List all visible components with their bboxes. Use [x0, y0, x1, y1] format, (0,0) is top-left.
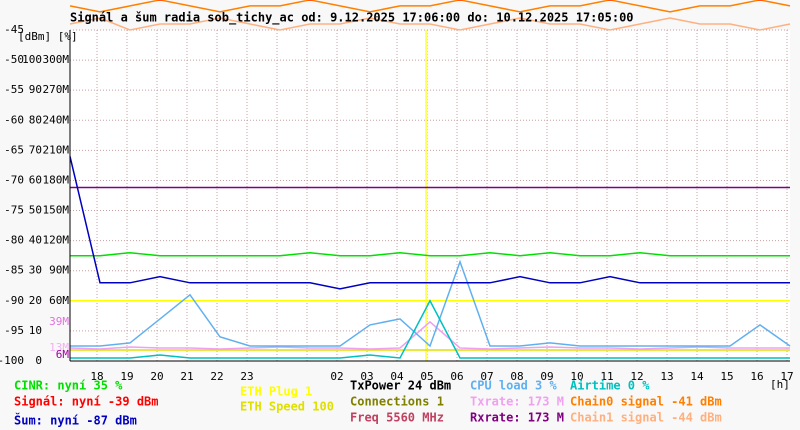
- y-tick-label: -65: [4, 143, 24, 156]
- x-tick-label: 22: [210, 370, 223, 383]
- y-tick-label: -80: [4, 234, 24, 247]
- x-tick-label: 13: [660, 370, 673, 383]
- series-line: [70, 299, 790, 359]
- mbit-tick-label: 60M: [49, 294, 69, 307]
- legend-entry: Chain1 signal -44 dBm: [570, 411, 722, 425]
- info-entry: Connections 1: [350, 395, 444, 409]
- x-tick-label: 21: [180, 370, 193, 383]
- x-tick-label: 14: [690, 370, 704, 383]
- x-tick-label: 15: [720, 370, 733, 383]
- x-tick-label: 07: [480, 370, 493, 383]
- series-line: [69, 320, 790, 350]
- y-unit-label: [dBm] [%]: [18, 30, 78, 43]
- y-tick-label: -75: [4, 204, 24, 217]
- pct-tick-label: 40: [29, 234, 42, 247]
- y-tick-label: -90: [4, 294, 24, 307]
- mbit-tick-label: 210M: [43, 143, 70, 156]
- mbit-tick-label: 120M: [43, 234, 70, 247]
- pct-tick-label: 80: [29, 113, 42, 126]
- series-line: [69, 17, 791, 31]
- pct-tick-label: 0: [35, 354, 42, 367]
- y-tick-label: -100: [0, 354, 24, 367]
- x-tick-label: 03: [360, 370, 373, 383]
- y-tick-label: -95: [4, 324, 24, 337]
- legend-entry: Šum: nyní -87 dBm: [14, 413, 137, 428]
- legend: Chain1 signal -44 dBm Chain0 signal -41 d…: [14, 379, 722, 428]
- x-unit-label: [h]: [770, 378, 790, 391]
- series-line: [69, 156, 790, 290]
- chart-title: Signál a šum radia sob_tichy_ac od: 9.12…: [70, 11, 634, 26]
- x-tick-label: 23: [240, 370, 253, 383]
- x-tick-label: 11: [600, 370, 613, 383]
- legend-entry: CINR: nyní 35 %: [14, 379, 123, 393]
- series-line: [70, 259, 791, 348]
- x-tick-label: 18: [90, 370, 103, 383]
- x-tick-label: 19: [120, 370, 133, 383]
- mbit-marker-label: 6M: [56, 348, 70, 361]
- legend-entry: ETH Plug 1: [240, 385, 312, 399]
- mbit-tick-label: 240M: [43, 113, 70, 126]
- legend-entry: Chain0 signal -41 dBm: [570, 395, 722, 409]
- legend-entry: CPU load 3 %: [470, 379, 557, 393]
- pct-tick-label: 50: [29, 204, 42, 217]
- x-tick-label: 05: [420, 370, 433, 383]
- x-tick-label: 17: [780, 370, 793, 383]
- pct-tick-label: 100: [22, 53, 42, 66]
- x-tick-label: 09: [540, 370, 553, 383]
- y-tick-label: -45: [4, 23, 24, 36]
- x-tick-label: 12: [630, 370, 643, 383]
- x-tick-label: 16: [750, 370, 763, 383]
- series-layer: [69, 0, 791, 359]
- y-tick-label: -70: [4, 173, 24, 186]
- pct-tick-label: 30: [29, 264, 42, 277]
- info-entry: Freq 5560 MHz: [350, 411, 444, 425]
- x-tick-label: 08: [510, 370, 523, 383]
- y-tick-label: -55: [4, 83, 24, 96]
- mbit-tick-label: 300M: [43, 53, 70, 66]
- plot-area: [70, 30, 790, 361]
- y-tick-label: -60: [4, 113, 24, 126]
- x-tick-label: 04: [390, 370, 404, 383]
- mbit-marker-label: 39M: [49, 315, 69, 328]
- series-line: [70, 251, 790, 257]
- pct-tick-label: 60: [29, 173, 42, 186]
- mbit-tick-label: 180M: [43, 173, 70, 186]
- legend-entry: Rxrate: 173 M: [470, 411, 564, 425]
- pct-tick-label: 90: [29, 83, 42, 96]
- mbit-tick-label: 270M: [43, 83, 70, 96]
- legend-entry: Signál: nyní -39 dBm: [14, 395, 159, 409]
- x-tick-label: 06: [450, 370, 463, 383]
- pct-tick-label: 10: [29, 324, 42, 337]
- legend-entry: Airtime 0 %: [570, 379, 650, 393]
- axes: -100 -95 -90 -85 -80 -75 -70 -65 -60 -55 -50 -45 0 10…: [0, 23, 794, 383]
- mbit-tick-label: 90M: [49, 264, 69, 277]
- pct-tick-label: 70: [29, 143, 42, 156]
- legend-entry: ETH Speed 100: [240, 400, 334, 414]
- mbit-tick-label: 150M: [43, 204, 70, 217]
- y-tick-label: -50: [4, 53, 24, 66]
- mbit-marker-label: 13M: [49, 341, 69, 354]
- series-line: [69, 0, 791, 13]
- info-entry: TxPower 24 dBm: [350, 379, 451, 393]
- pct-tick-label: 20: [29, 294, 42, 307]
- legend-entry: Txrate: 173 M: [470, 395, 564, 409]
- x-tick-label: 20: [150, 370, 163, 383]
- x-tick-label: 02: [330, 370, 343, 383]
- y-tick-label: -85: [4, 264, 24, 277]
- x-tick-label: 10: [570, 370, 583, 383]
